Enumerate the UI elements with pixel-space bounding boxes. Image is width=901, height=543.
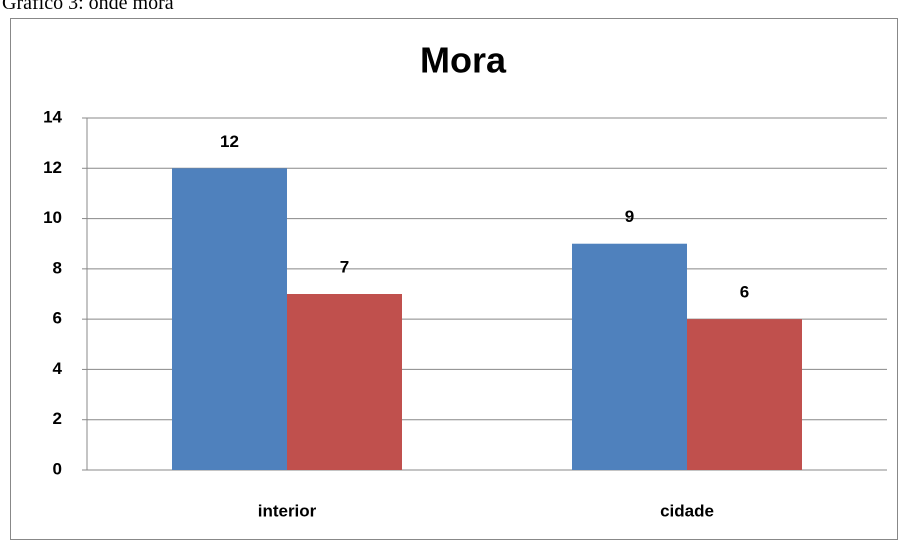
y-tick-label: 0: [53, 459, 62, 478]
chart-title: Mora: [420, 40, 507, 81]
y-tick-label: 12: [43, 158, 62, 177]
y-tick-label: 14: [43, 107, 62, 126]
x-tick-label: interior: [258, 501, 317, 520]
bar: [287, 294, 402, 470]
bar: [572, 243, 687, 470]
y-tick-label: 8: [53, 258, 62, 277]
y-tick-label: 2: [53, 409, 62, 428]
x-tick-label: cidade: [660, 501, 714, 520]
y-tick-label: 4: [53, 359, 63, 378]
data-label: 12: [220, 132, 239, 151]
data-label: 9: [625, 207, 634, 226]
chart-frame: [10, 18, 898, 540]
y-tick-label: 6: [53, 309, 62, 328]
data-label: 7: [340, 257, 349, 276]
caption: Gráfico 3: onde mora: [2, 0, 174, 14]
y-tick-label: 10: [43, 208, 62, 227]
bar: [687, 319, 802, 470]
bar: [172, 168, 287, 471]
data-label: 6: [740, 283, 749, 302]
